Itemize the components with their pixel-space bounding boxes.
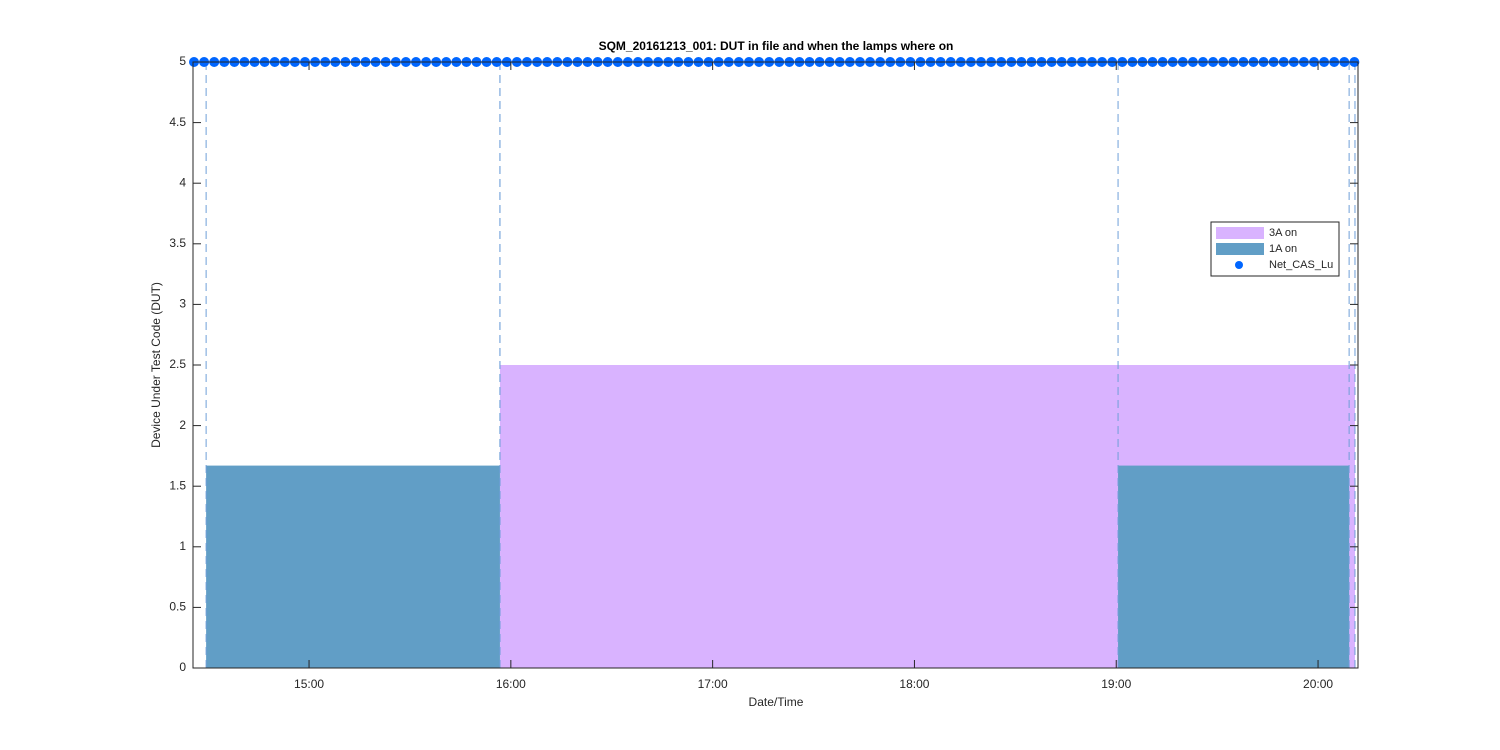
x-tick-label: 18:00: [899, 677, 929, 691]
y-tick-label: 0.5: [169, 600, 186, 614]
legend-swatch: [1216, 243, 1264, 255]
y-tick-label: 3: [179, 297, 186, 311]
x-tick-label: 17:00: [698, 677, 728, 691]
plot-area: [189, 57, 1360, 668]
area-segment: [206, 465, 500, 668]
y-tick-label: 3.5: [169, 236, 186, 250]
x-tick-label: 16:00: [496, 677, 526, 691]
x-tick-label: 20:00: [1303, 677, 1333, 691]
x-tick-label: 19:00: [1101, 677, 1131, 691]
legend-label: 3A on: [1269, 227, 1297, 239]
legend: 3A on 1A on Net_CAS_Lu: [1210, 221, 1340, 277]
legend-label: Net_CAS_Lu: [1269, 259, 1333, 271]
y-tick-label: 0: [179, 660, 186, 674]
y-tick-label: 4: [179, 175, 186, 189]
area-segment: [1118, 465, 1350, 668]
x-axis-label: Date/Time: [749, 695, 804, 709]
legend-marker: [1235, 261, 1243, 269]
y-tick-label: 4.5: [169, 115, 186, 129]
y-tick-label: 2: [179, 418, 186, 432]
legend-swatch: [1216, 227, 1264, 239]
y-tick-label: 1: [179, 539, 186, 553]
y-tick-label: 5: [179, 54, 186, 68]
y-tick-label: 2.5: [169, 357, 186, 371]
x-tick-label: 15:00: [294, 677, 324, 691]
chart-title: SQM_20161213_001: DUT in file and when t…: [599, 39, 954, 53]
y-axis-label: Device Under Test Code (DUT): [149, 282, 163, 448]
legend-label: 1A on: [1269, 243, 1297, 255]
y-tick-label: 1.5: [169, 478, 186, 492]
